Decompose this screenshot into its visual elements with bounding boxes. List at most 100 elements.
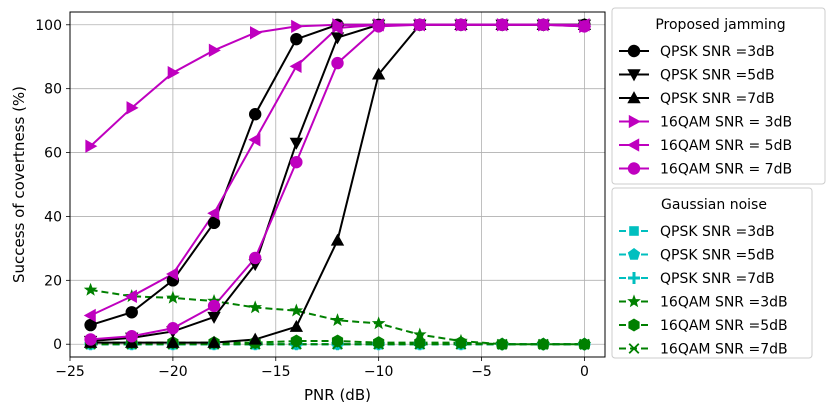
marker-square — [629, 226, 639, 236]
legend-label: QPSK SNR =3dB — [660, 224, 775, 240]
legend-entry: 16QAM SNR =7dB — [619, 342, 788, 358]
legends: Proposed jamming QPSK SNR =3dB QPSK SNR =5… — [611, 7, 826, 359]
x-tick-label: −10 — [364, 364, 394, 380]
data-point — [332, 338, 343, 350]
marker-plus — [628, 272, 640, 284]
marker-triangle-right — [628, 114, 641, 129]
legend-entry: 16QAM SNR =3dB — [619, 294, 788, 311]
legend-label: 16QAM SNR = 5dB — [660, 138, 792, 154]
plot-area — [69, 11, 606, 358]
data-point — [84, 318, 97, 332]
data-point — [331, 56, 344, 70]
marker-circle — [627, 162, 641, 175]
data-point — [290, 32, 303, 46]
data-point — [85, 139, 98, 153]
data-point — [126, 101, 139, 115]
x-tick-label: −25 — [55, 364, 85, 380]
y-axis-label: Success of covertness (%) — [10, 86, 28, 283]
marker-pentagon — [627, 248, 641, 260]
data-point — [289, 303, 304, 317]
data-point — [124, 289, 137, 303]
data-point — [207, 335, 221, 348]
y-tick-label: 0 — [53, 337, 62, 353]
data-point — [84, 333, 97, 346]
data-point — [414, 338, 426, 350]
data-point — [207, 216, 221, 230]
data-point — [413, 18, 427, 31]
x-axis-label: PNR (dB) — [304, 386, 371, 404]
legend-label: QPSK SNR =7dB — [660, 271, 775, 287]
x-tick-label: 0 — [580, 364, 589, 380]
marker-triangle-down — [627, 69, 641, 82]
legend-entry: 16QAM SNR =5dB — [619, 318, 788, 334]
data-point — [289, 59, 302, 73]
data-point — [291, 19, 304, 34]
data-point — [578, 20, 591, 33]
marker-star — [627, 294, 641, 308]
legend-label: 16QAM SNR = 7dB — [660, 162, 792, 178]
legend-title: Gaussian noise — [661, 197, 767, 213]
data-point — [125, 330, 138, 343]
legend-entry: QPSK SNR =3dB — [619, 224, 775, 240]
legend-entry: QPSK SNR =7dB — [619, 271, 775, 287]
x-tick-label: −5 — [471, 364, 492, 380]
legend-label: QPSK SNR =5dB — [660, 248, 775, 264]
data-point — [537, 18, 550, 31]
legend-entry: QPSK SNR =5dB — [619, 248, 775, 264]
y-axis: 0 20 40 60 80 100 — [35, 18, 70, 353]
data-point — [290, 338, 302, 350]
data-point — [289, 137, 304, 150]
legend-label: QPSK SNR =5dB — [660, 68, 775, 84]
legend-entry: QPSK SNR =3dB — [619, 44, 775, 60]
data-point — [578, 338, 590, 350]
legend-entry: QPSK SNR =7dB — [619, 91, 775, 107]
data-point — [371, 316, 386, 330]
data-point — [166, 322, 180, 335]
data-point — [248, 332, 262, 345]
data-point — [83, 282, 98, 296]
data-point — [455, 338, 467, 350]
legend-box — [611, 187, 813, 359]
legend-label: QPSK SNR =7dB — [660, 91, 775, 107]
data-point — [207, 311, 221, 324]
data-point — [330, 32, 345, 45]
legend-label: 16QAM SNR =3dB — [660, 295, 788, 311]
x-tick-label: −15 — [261, 364, 291, 380]
data-point — [330, 233, 345, 246]
data-point — [83, 308, 96, 323]
data-point — [330, 21, 343, 35]
data-point — [125, 306, 138, 319]
data-point — [248, 133, 261, 147]
legend-entry: 16QAM SNR = 3dB — [619, 115, 792, 131]
series-lines — [89, 23, 585, 346]
legend-label: QPSK SNR =3dB — [660, 44, 775, 60]
legend-0: Proposed jamming QPSK SNR =3dB QPSK SNR =5… — [611, 7, 826, 185]
data-point — [166, 335, 180, 348]
legend-label: 16QAM SNR =5dB — [660, 318, 788, 334]
legend-label: 16QAM SNR = 3dB — [660, 115, 792, 131]
y-tick-label: 60 — [44, 146, 62, 162]
marker-circle — [627, 44, 641, 58]
data-point — [207, 206, 220, 220]
marker-hexagon — [628, 318, 640, 332]
data-point — [330, 313, 345, 327]
data-point — [166, 290, 180, 304]
x-axis: −25 −20 −15 −10 −5 0 — [55, 357, 589, 380]
y-tick-label: 80 — [44, 82, 62, 98]
data-point — [248, 251, 262, 265]
series-line-g0-1 — [90, 23, 585, 343]
data-point — [496, 338, 508, 350]
y-tick-label: 40 — [44, 209, 62, 225]
data-point — [208, 43, 221, 58]
series-points-g0-5 — [84, 18, 591, 346]
legend-1: Gaussian noise QPSK SNR =3dB QPSK SNR =5dB… — [611, 187, 813, 359]
x-tick-label: −20 — [158, 364, 188, 380]
legend-box — [611, 7, 826, 185]
legend-entry: 16QAM SNR = 7dB — [619, 162, 792, 178]
data-point — [331, 334, 344, 348]
marker-triangle-left — [627, 138, 640, 152]
legend-title: Proposed jamming — [655, 17, 785, 33]
series-line-g0-5 — [90, 23, 585, 341]
data-point — [249, 26, 263, 40]
